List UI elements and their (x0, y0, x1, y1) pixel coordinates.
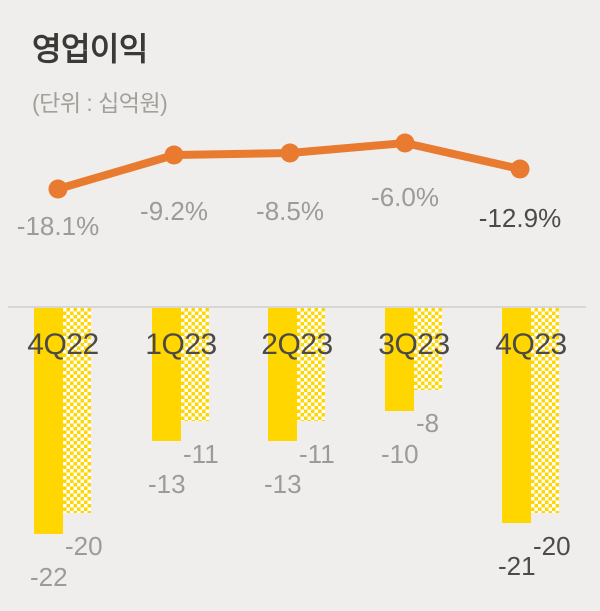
line-point-label-1Q23: -9.2% (140, 196, 208, 226)
bar-solid-value-2Q23: -13 (264, 469, 302, 499)
bar-pattern-value-2Q23: -11 (299, 439, 335, 469)
quarter-label-1Q23: 1Q23 (145, 328, 217, 361)
bar-pattern-value-3Q23: -8 (416, 408, 440, 438)
bar-solid-value-1Q23: -13 (148, 469, 186, 499)
bar-pattern-4Q22 (63, 308, 91, 513)
line-point-4Q22 (48, 179, 68, 199)
bar-pattern-value-4Q23: -20 (533, 531, 571, 561)
quarter-label-3Q23: 3Q23 (378, 328, 450, 361)
chart-title: 영업이익 (32, 31, 148, 67)
bar-pattern-value-1Q23: -11 (183, 439, 219, 469)
bar-pattern-2Q23 (297, 308, 325, 421)
line-point-label-2Q23: -8.5% (256, 196, 324, 226)
quarter-label-4Q23: 4Q23 (495, 328, 567, 361)
bar-solid-3Q23 (385, 308, 414, 411)
bar-solid-4Q23 (502, 308, 531, 523)
line-point-2Q23 (280, 143, 300, 163)
bar-pattern-1Q23 (181, 308, 209, 421)
line-point-label-4Q22: -18.1% (16, 211, 100, 241)
line-point-4Q23 (510, 159, 530, 179)
line-point-1Q23 (164, 145, 184, 165)
margin-line (54, 139, 524, 193)
bar-solid-value-3Q23: -10 (381, 439, 419, 469)
bar-pattern-value-4Q22: -20 (65, 531, 103, 561)
bar-pattern-4Q23 (531, 308, 559, 513)
chart-unit-label: (단위 : 십억원) (32, 90, 168, 116)
chart-header: 영업이익 (단위 : 십억원) (32, 24, 168, 118)
quarter-label-2Q23: 2Q23 (261, 328, 333, 361)
bar-solid-4Q22 (34, 308, 63, 534)
line-point-label-4Q23: -12.9% (478, 203, 562, 233)
bar-solid-value-4Q22: -22 (30, 562, 68, 592)
bar-pattern-3Q23 (414, 308, 442, 390)
bar-solid-value-4Q23: -21 (498, 551, 536, 581)
line-point-3Q23 (395, 133, 415, 153)
quarter-label-4Q22: 4Q22 (27, 328, 99, 361)
bar-solid-2Q23 (268, 308, 297, 441)
bar-solid-1Q23 (152, 308, 181, 441)
line-point-label-3Q23: -6.0% (371, 182, 439, 212)
bar-baseline (8, 306, 586, 308)
